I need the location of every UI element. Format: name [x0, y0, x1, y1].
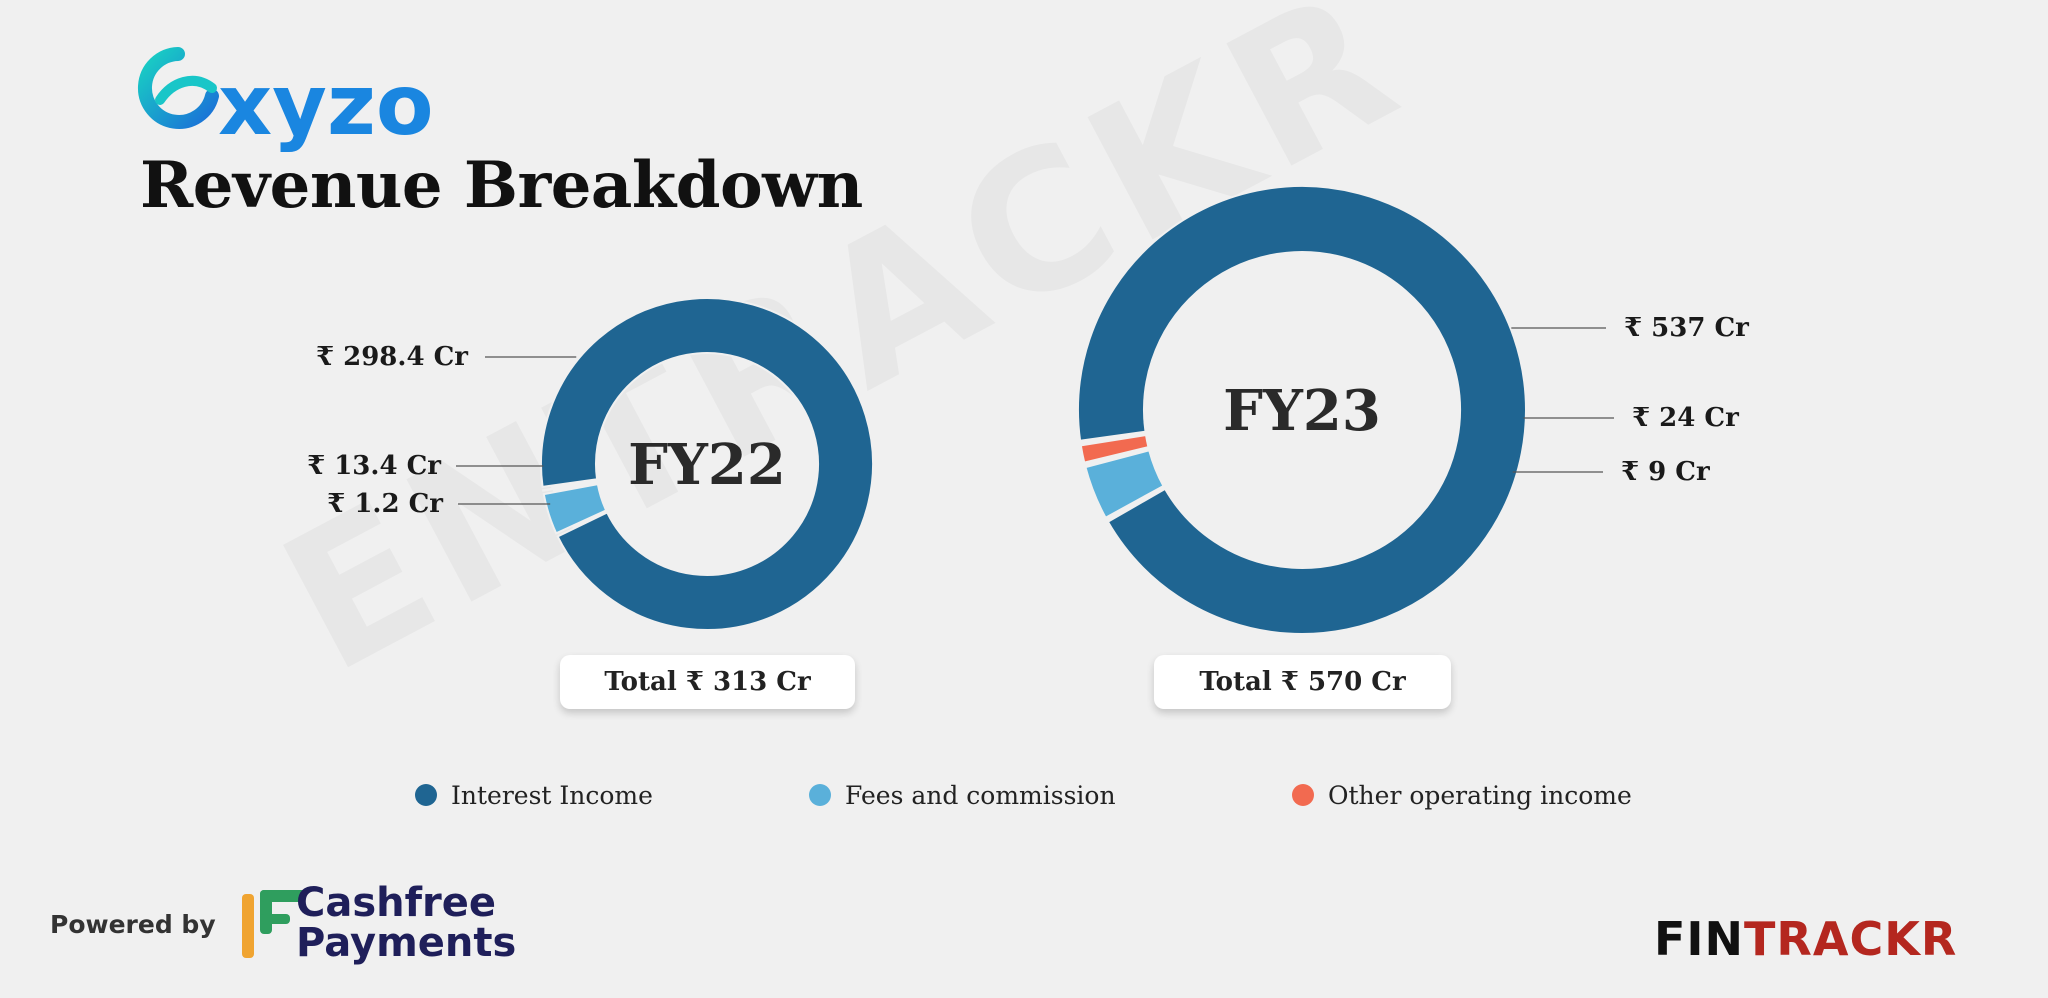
- center-label-fy23: FY23: [1223, 378, 1381, 444]
- legend-label: Interest Income: [451, 780, 653, 810]
- donut-slice-fy23-1: [1084, 449, 1165, 520]
- donut-slice-fy22-2: [541, 480, 599, 492]
- donut-slice-fy22-1: [542, 483, 608, 535]
- powered-by-label: Powered by: [50, 910, 216, 939]
- total-fy22-box: Total ₹ 313 Cr: [560, 655, 855, 709]
- chart-legend: Interest Income Fees and commission Othe…: [0, 777, 2048, 813]
- donut-slice-fy23-0: [1077, 185, 1528, 635]
- donut-slice-fy22-0: [540, 297, 874, 631]
- svg-text:xyzo: xyzo: [218, 56, 434, 154]
- total-fy23-box: Total ₹ 570 Cr: [1154, 655, 1451, 709]
- cashfree-logo-icon: [242, 890, 306, 958]
- cashfree-logo-text: Cashfree Payments: [296, 883, 516, 963]
- center-label-fy22: FY22: [628, 432, 786, 498]
- page-title: Revenue Breakdown: [140, 148, 863, 223]
- value-label: ₹ 9 Cr: [1621, 457, 1710, 487]
- legend-swatch: [809, 784, 831, 806]
- legend-swatch: [415, 784, 437, 806]
- value-label: ₹ 24 Cr: [1632, 403, 1739, 433]
- fintrackr-logo-part: TRACKR: [1744, 912, 1958, 966]
- legend-item-other-operating-income: Other operating income: [1292, 777, 1632, 813]
- value-label: ₹ 537 Cr: [1624, 313, 1749, 343]
- value-label: ₹ 298.4 Cr: [316, 342, 468, 372]
- donut-slice-fy23-2: [1079, 433, 1150, 464]
- value-label: ₹ 1.2 Cr: [327, 489, 443, 519]
- legend-item-interest-income: Interest Income: [415, 777, 653, 813]
- fintrackr-logo-part: FIN: [1654, 912, 1745, 966]
- fintrackr-logo: FINTRACKR: [1654, 912, 1957, 966]
- cashfree-logo-line: Payments: [296, 920, 517, 966]
- cashfree-logo-line: Cashfree: [296, 880, 497, 926]
- legend-label: Other operating income: [1328, 780, 1632, 810]
- oxyzo-logo: xyzo: [137, 47, 434, 154]
- legend-swatch: [1292, 784, 1314, 806]
- legend-label: Fees and commission: [845, 780, 1116, 810]
- value-label: ₹ 13.4 Cr: [307, 451, 441, 481]
- legend-item-fees-commission: Fees and commission: [809, 777, 1116, 813]
